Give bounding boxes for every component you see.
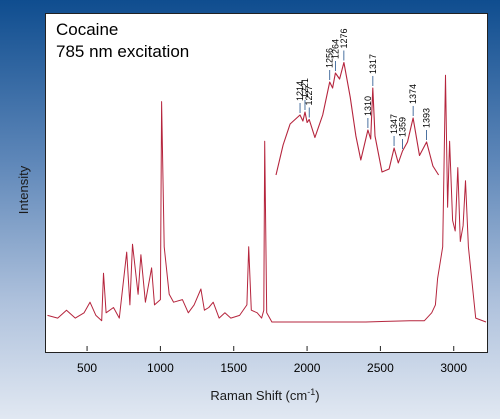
x-axis-label-group: Raman Shift (cm-1) <box>210 387 319 403</box>
x-axis-label: Raman Shift (cm-1) <box>210 387 319 403</box>
peak-1317-label: 1317 <box>368 54 378 74</box>
inset-spectrum <box>275 61 440 176</box>
peak-1359-label: 1359 <box>398 117 408 137</box>
x-tick-label-2500: 2500 <box>367 361 394 375</box>
peak-1310-label: 1310 <box>363 96 373 116</box>
peak-1264-label: 1264 <box>330 39 340 59</box>
peak-1393-label: 1393 <box>422 108 432 128</box>
main-spectrum <box>47 74 487 323</box>
peak-1374-label: 1374 <box>408 84 418 104</box>
chart-title: Cocaine 785 nm excitation <box>56 20 189 61</box>
x-axis-ticks: 500 1000 1500 2000 2500 3000 <box>77 346 467 375</box>
peak-1221-label: 1221 <box>300 78 310 98</box>
x-tick-label-500: 500 <box>77 361 97 375</box>
x-tick-label-3000: 3000 <box>440 361 467 375</box>
y-axis-label-group: Intensity <box>16 165 31 214</box>
main-spectrum-line <box>47 74 487 323</box>
peak-1256-label: 1256 <box>325 48 335 68</box>
x-tick-label-1000: 1000 <box>147 361 174 375</box>
peak-1227-label: 1227 <box>304 85 314 105</box>
inset-spectrum-line <box>275 61 440 176</box>
chart-title-line-2: 785 nm excitation <box>56 42 189 61</box>
x-tick-label-1500: 1500 <box>220 361 247 375</box>
y-axis-label: Intensity <box>16 165 31 214</box>
peak-1347-label: 1347 <box>389 114 399 134</box>
peak-1276-label: 1276 <box>339 28 349 48</box>
x-tick-label-2000: 2000 <box>294 361 321 375</box>
chart-title-line-1: Cocaine <box>56 20 118 39</box>
peak-1214-label: 1214 <box>295 81 305 101</box>
